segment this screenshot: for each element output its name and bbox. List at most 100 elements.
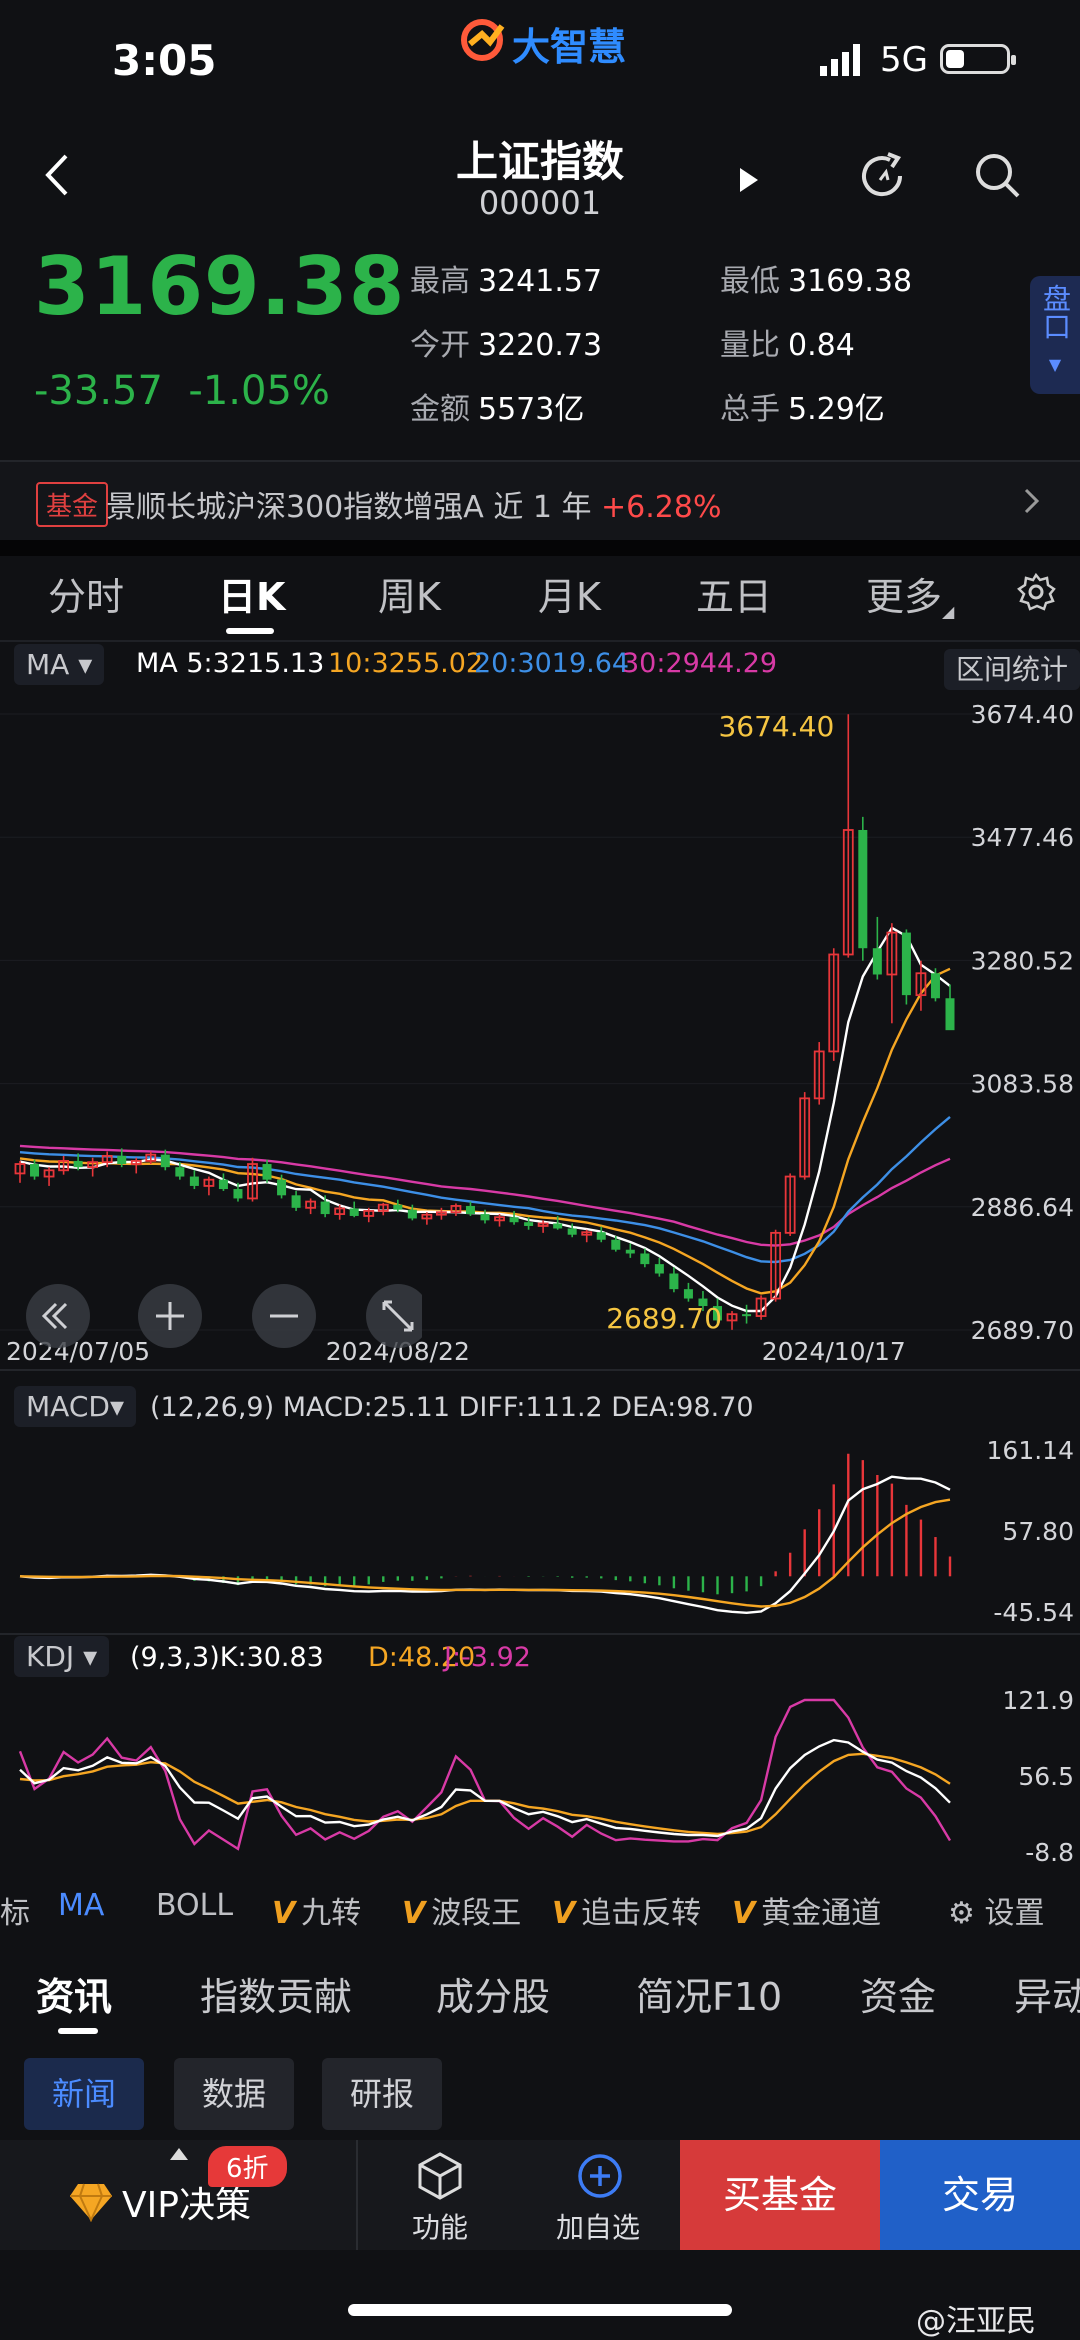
tab-daily-k[interactable]: 日K	[218, 575, 286, 619]
price-change: -33.57 -1.05%	[34, 368, 330, 414]
zoom-out-icon[interactable]	[252, 1284, 316, 1348]
home-indicator[interactable]	[348, 2304, 732, 2316]
chart-zoom-controls	[26, 1284, 422, 1348]
kdj-selector[interactable]: KDJ ▾	[14, 1636, 110, 1677]
candle-body	[828, 953, 840, 1053]
search-icon[interactable]	[972, 150, 1024, 202]
candle-body	[117, 1155, 127, 1165]
candle-body	[872, 948, 882, 975]
signal-icon	[820, 44, 860, 76]
add-watchlist-icon[interactable]	[574, 2150, 626, 2202]
indicator-tab-boll[interactable]: BOLL	[156, 1888, 234, 1923]
indicator-tab-boduanwang[interactable]: V 波段王	[402, 1896, 522, 1931]
candle-body	[14, 1163, 26, 1175]
range-stats-button[interactable]: 区间统计	[944, 648, 1080, 690]
chart-canvas[interactable]: 3674.40 3477.46 3280.52 3083.58 2886.64 2689.…	[0, 685, 1080, 1875]
kdj-y-tick: 121.9	[1002, 1686, 1074, 1715]
stock-chart[interactable]: 3674.40 3477.46 3280.52 3083.58 2886.64 2689.…	[0, 685, 1080, 1875]
fund-promo-text[interactable]: 景顺长城沪深300指数增强A 近 1 年 +6.28%	[106, 490, 722, 525]
indicator-tab-huangjin[interactable]: V 黄金通道	[732, 1896, 882, 1931]
tab-more[interactable]: 更多◢	[866, 575, 955, 621]
fullscreen-icon[interactable]	[366, 1284, 422, 1348]
vip-decision-button[interactable]: VIP决策	[122, 2185, 251, 2226]
app-logo-text: 大智慧	[512, 25, 627, 69]
indicator-tab-ma[interactable]: MA	[58, 1888, 105, 1923]
refresh-icon[interactable]	[860, 150, 908, 202]
function-icon[interactable]	[414, 2150, 466, 2202]
candle-body	[683, 1289, 693, 1299]
y-tick-label: 2689.70	[971, 1316, 1074, 1345]
macd-selector[interactable]: MACD▾	[14, 1386, 136, 1427]
chip-news[interactable]: 新闻	[24, 2058, 145, 2130]
indicator-tab-jiuzhuan[interactable]: V 九转	[272, 1896, 362, 1931]
tab-indicator	[226, 628, 274, 634]
pankou-button[interactable]: 盘口 ▼	[1030, 276, 1080, 394]
ma5-value: MA 5:3215.13	[136, 648, 325, 679]
y-tick-label: 3280.52	[971, 946, 1074, 975]
section-tab-indicator	[58, 2028, 98, 2034]
divider	[0, 540, 1080, 556]
candle-body	[524, 1222, 534, 1226]
zoom-in-icon[interactable]	[138, 1284, 202, 1348]
candle-body	[915, 972, 927, 997]
tab-intraday[interactable]: 分时	[48, 575, 125, 619]
trade-button[interactable]: 交易	[880, 2140, 1080, 2250]
back-icon[interactable]	[40, 150, 76, 200]
candle-body	[945, 998, 955, 1031]
kdj-j-line	[18, 1698, 952, 1851]
candle-body	[480, 1214, 490, 1221]
buy-fund-button[interactable]: 买基金	[680, 2140, 880, 2250]
add-watchlist-label[interactable]: 加自选	[556, 2211, 641, 2244]
ma-selector[interactable]: MA ▾	[14, 644, 105, 685]
function-label[interactable]: 功能	[412, 2211, 469, 2244]
caret-up-icon	[170, 2148, 188, 2160]
divider	[0, 640, 1080, 642]
gear-icon: ⚙	[948, 1896, 975, 1931]
tab-five-day[interactable]: 五日	[696, 575, 773, 619]
candle-body	[377, 1203, 389, 1212]
tab-monthly-k[interactable]: 月K	[538, 575, 601, 619]
ma20-value: 20:3019.64	[474, 648, 630, 679]
candle-body	[858, 829, 868, 949]
app-logo-icon	[461, 19, 505, 61]
section-tab-constituents[interactable]: 成分股	[436, 1975, 551, 2019]
candle-body	[625, 1249, 635, 1254]
indicator-tab-zhuiji[interactable]: V 追击反转	[552, 1896, 702, 1931]
candle-body	[596, 1232, 606, 1240]
fund-promo-bar[interactable]	[0, 460, 1080, 542]
scroll-left-icon[interactable]	[26, 1284, 90, 1348]
max-price-label: 3674.40	[718, 710, 834, 743]
page-title: 上证指数	[455, 137, 624, 186]
next-stock-icon[interactable]	[738, 166, 760, 194]
tab-weekly-k[interactable]: 周K	[378, 575, 441, 619]
chevron-right-icon[interactable]	[1022, 486, 1042, 516]
section-tab-anomaly[interactable]: 异动	[1014, 1975, 1080, 2019]
candle-body	[654, 1264, 664, 1274]
indicator-settings[interactable]: ⚙ 设置	[948, 1896, 1045, 1931]
section-tab-contribution[interactable]: 指数贡献	[200, 1975, 353, 2019]
macd-y-tick: -45.54	[993, 1598, 1074, 1627]
stat-low: 最低 3169.38	[720, 264, 913, 299]
candle-body	[291, 1195, 301, 1208]
change-value: -33.57	[34, 368, 163, 414]
kdj-k-line	[19, 1738, 951, 1838]
section-tab-f10[interactable]: 简况F10	[636, 1975, 783, 2019]
macd-params: (12,26,9) MACD:25.11 DIFF:111.2 DEA:98.7…	[150, 1392, 754, 1423]
kdj-d-line	[19, 1752, 951, 1836]
chip-data[interactable]: 数据	[174, 2058, 295, 2130]
candle-body	[886, 931, 898, 976]
y-tick-label: 3083.58	[971, 1070, 1074, 1099]
indicator-tab-partial[interactable]: 标	[0, 1896, 30, 1931]
section-tab-funds[interactable]: 资金	[860, 1975, 937, 2019]
candle-body	[494, 1216, 505, 1222]
section-tab-news[interactable]: 资讯	[36, 1975, 113, 2019]
candle-body	[553, 1223, 563, 1229]
candle-body	[465, 1205, 475, 1215]
change-percent: -1.05%	[188, 368, 330, 414]
candle-body	[393, 1204, 403, 1210]
chart-settings-icon[interactable]	[1016, 572, 1056, 612]
x-tick-label: 2024/10/17	[762, 1337, 906, 1366]
candle-body	[799, 1097, 811, 1178]
candle-body	[130, 1160, 142, 1165]
chip-research[interactable]: 研报	[322, 2058, 443, 2130]
